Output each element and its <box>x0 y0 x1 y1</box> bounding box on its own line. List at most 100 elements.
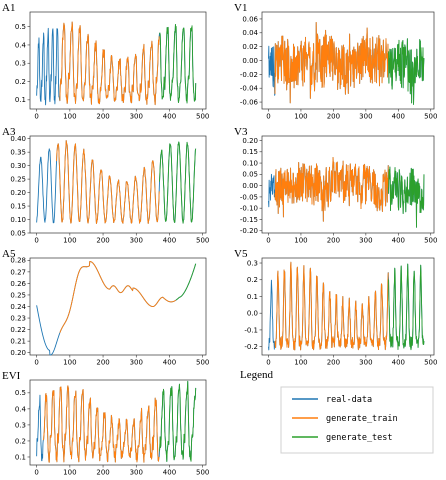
y-tick-label: 0.27 <box>10 268 26 276</box>
x-tick-label: 100 <box>63 359 76 367</box>
subplot-v5: V5 -0.2 -0.1 0.0 0.1 0.2 0.3 0 100 200 300 400 500 <box>234 248 437 367</box>
y-tick-label: 0.04 <box>242 29 258 37</box>
y-tick-label: 0.21 <box>10 338 26 346</box>
subplot-title: V3 <box>234 126 248 138</box>
y-tick-label: 0.00 <box>242 57 258 65</box>
series-line-generate-train <box>59 261 177 333</box>
y-tick-label: 0.20 <box>10 189 26 197</box>
x-tick-label: 0 <box>34 359 38 367</box>
subplot-title: A3 <box>2 126 16 138</box>
x-tick-label: 100 <box>294 113 307 121</box>
y-tick-label: 0.22 <box>10 326 26 334</box>
x-tick-label: 100 <box>63 469 76 477</box>
x-tick-label: 100 <box>294 237 307 245</box>
series-line-generate-test <box>159 380 197 462</box>
legend-label-generate-test: generate_test <box>326 433 393 443</box>
x-tick-label: 500 <box>424 113 437 121</box>
y-tick-label: 0.00 <box>242 182 258 190</box>
y-tick-label: 0.2 <box>15 437 26 445</box>
y-tick-label: 0.05 <box>10 229 26 237</box>
x-tick-label: 200 <box>327 359 340 367</box>
x-tick-label: 100 <box>63 113 76 121</box>
x-tick-label: 500 <box>196 113 209 121</box>
subplot-title: EVI <box>2 370 21 382</box>
y-tick-label: -0.15 <box>240 216 258 224</box>
y-tick-label: -0.02 <box>240 71 258 79</box>
subplot-title: A5 <box>2 248 16 260</box>
y-tick-label: 0.26 <box>10 280 26 288</box>
subplot-v1: V1 -0.06 -0.04 -0.02 0.00 0.02 0.04 0.06 0 100 200… <box>234 2 437 121</box>
series-line-generate-test <box>159 141 197 224</box>
x-tick-label: 0 <box>34 237 38 245</box>
legend-label-real-data: real-data <box>326 395 372 405</box>
x-tick-label: 200 <box>96 237 109 245</box>
y-tick-label: 0.10 <box>242 159 258 167</box>
y-tick-label: 0.3 <box>15 60 26 68</box>
y-tick-label: 0.02 <box>242 43 258 51</box>
y-tick-label: 0.25 <box>10 176 26 184</box>
y-tick-label: 0.2 <box>247 276 258 284</box>
y-tick-label: 0.3 <box>15 421 26 429</box>
x-tick-label: 0 <box>266 359 270 367</box>
subplot-title: A1 <box>2 2 15 14</box>
x-tick-label: 300 <box>359 113 372 121</box>
series-line-generate-train <box>59 21 160 106</box>
y-tick-label: 0.24 <box>10 303 26 311</box>
x-tick-label: 500 <box>196 237 209 245</box>
y-tick-label: -0.10 <box>240 205 258 213</box>
y-tick-label: 0.1 <box>15 453 26 461</box>
legend-frame <box>280 386 434 454</box>
x-tick-label: 300 <box>130 237 143 245</box>
x-tick-label: 300 <box>359 359 372 367</box>
x-tick-label: 500 <box>424 237 437 245</box>
y-tick-label: -0.04 <box>240 85 259 93</box>
y-tick-label: 0.3 <box>247 259 258 267</box>
y-tick-label: 0.0 <box>247 310 258 318</box>
y-tick-label: 0.40 <box>10 135 26 143</box>
x-tick-label: 200 <box>96 359 109 367</box>
subplot-v3: V3 -0.20 -0.15 -0.10 -0.05 0.00 0.05 0.10 0.15 0.… <box>234 126 437 245</box>
legend-label-generate-train: generate_train <box>326 414 398 424</box>
y-tick-label: 0.20 <box>242 137 258 145</box>
y-tick-label: 0.25 <box>10 291 26 299</box>
x-tick-label: 500 <box>196 469 209 477</box>
x-tick-label: 400 <box>163 359 176 367</box>
y-tick-label: 0.5 <box>15 23 26 31</box>
series-line-generate-test <box>388 38 425 105</box>
subplot-a3: A3 0.05 0.10 0.15 0.20 0.25 0.30 0.35 0.40 0 100 20… <box>2 126 209 245</box>
y-tick-label: 0.30 <box>10 162 26 170</box>
x-tick-label: 400 <box>163 237 176 245</box>
y-tick-label: 0.4 <box>15 405 27 413</box>
x-tick-label: 300 <box>359 237 372 245</box>
y-tick-label: -0.06 <box>240 98 259 106</box>
y-tick-label: 0.06 <box>242 15 258 23</box>
axes-frame <box>29 257 207 356</box>
y-tick-label: 0.23 <box>10 314 26 322</box>
subplot-a5: A5 0.20 0.21 0.22 0.23 0.24 0.25 0.26 0.27 0.28 0 1… <box>2 248 209 367</box>
x-tick-label: 0 <box>266 113 270 121</box>
series-line-generate-test <box>388 166 425 228</box>
x-tick-label: 300 <box>130 113 143 121</box>
y-tick-label: 0.10 <box>10 216 26 224</box>
x-tick-label: 200 <box>96 469 109 477</box>
x-tick-label: 500 <box>424 359 437 367</box>
y-tick-label: 0.35 <box>10 149 26 157</box>
subplot-evi: EVI 0.1 0.2 0.3 0.4 0.5 0 100 200 300 400 500 <box>2 370 209 477</box>
x-tick-label: 400 <box>392 237 405 245</box>
y-tick-label: 0.1 <box>15 96 26 104</box>
y-tick-label: 0.28 <box>10 257 26 265</box>
x-tick-label: 0 <box>34 113 38 121</box>
y-tick-label: 0.4 <box>15 41 27 49</box>
x-tick-label: 100 <box>63 237 76 245</box>
subplot-a1: A1 0.1 0.2 0.3 0.4 0.5 0 100 200 300 400 500 <box>2 2 209 121</box>
x-tick-label: 300 <box>130 469 143 477</box>
x-tick-label: 0 <box>34 469 38 477</box>
series-line-generate-train <box>42 385 160 463</box>
x-tick-label: 400 <box>392 359 405 367</box>
x-tick-label: 200 <box>327 237 340 245</box>
x-tick-label: 400 <box>163 469 176 477</box>
x-tick-label: 500 <box>196 359 209 367</box>
x-tick-label: 200 <box>327 113 340 121</box>
x-tick-label: 200 <box>96 113 109 121</box>
